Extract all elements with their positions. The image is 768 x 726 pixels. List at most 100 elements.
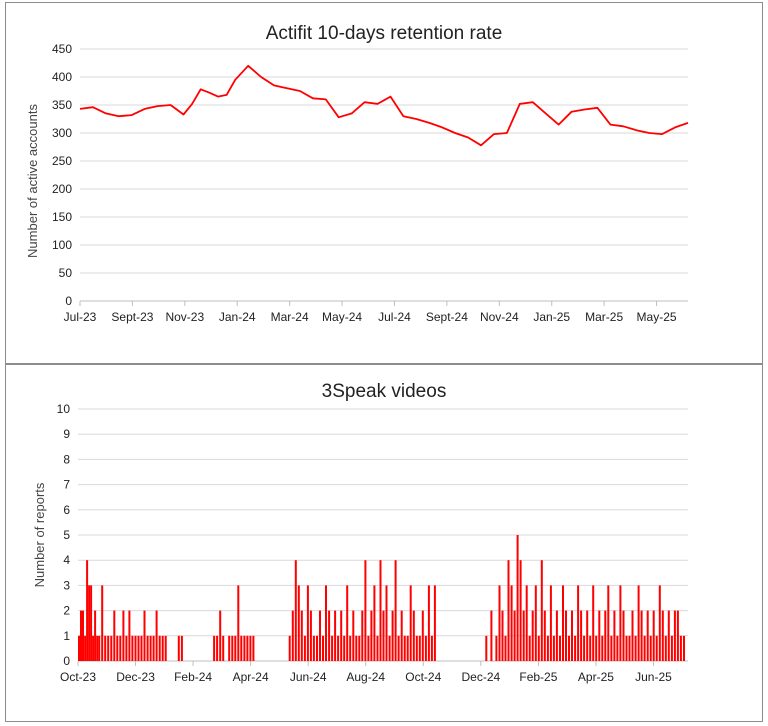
bar xyxy=(559,635,561,661)
x-tick-label: Jan-24 xyxy=(219,310,256,324)
bar xyxy=(373,585,376,661)
y-axis-label: Number of active accounts xyxy=(25,104,40,258)
bar xyxy=(649,635,652,661)
bar xyxy=(219,610,222,661)
bar xyxy=(94,610,97,661)
x-tick-label: Feb-24 xyxy=(174,670,212,684)
y-tick-label: 3 xyxy=(63,578,70,592)
bar xyxy=(640,610,643,661)
bar xyxy=(427,585,430,661)
bar xyxy=(504,635,507,661)
bar xyxy=(355,635,358,661)
x-tick-label: Feb-25 xyxy=(519,670,557,684)
y-tick-label: 2 xyxy=(63,604,70,618)
bar xyxy=(418,635,421,661)
bar xyxy=(122,610,125,661)
y-tick-label: 0 xyxy=(65,294,72,308)
bar xyxy=(246,635,249,661)
bar xyxy=(180,635,183,661)
bar xyxy=(661,610,664,661)
bar xyxy=(116,635,119,661)
chart-title: Actifit 10-days retention rate xyxy=(266,23,503,44)
bar xyxy=(104,635,107,661)
bar xyxy=(616,635,619,661)
bar xyxy=(592,585,595,661)
bar xyxy=(90,585,93,661)
bar xyxy=(340,610,343,661)
bar xyxy=(628,635,631,661)
bar xyxy=(540,560,543,661)
y-tick-label: 100 xyxy=(52,238,72,252)
bar xyxy=(625,635,628,661)
bar xyxy=(134,635,137,661)
bar xyxy=(391,610,394,661)
bar xyxy=(249,635,252,661)
bar xyxy=(140,635,143,661)
x-tick-label: Oct-23 xyxy=(60,670,96,684)
bar xyxy=(622,610,625,661)
bar xyxy=(228,635,231,661)
bar xyxy=(637,585,640,661)
x-tick-label: Jan-25 xyxy=(533,310,570,324)
bar xyxy=(580,610,583,661)
bar xyxy=(403,635,406,661)
bar xyxy=(137,635,140,661)
bar xyxy=(119,635,122,661)
bar xyxy=(306,585,309,661)
bar xyxy=(240,635,243,661)
bar xyxy=(231,635,234,661)
bar xyxy=(367,635,370,661)
bar xyxy=(78,635,80,661)
bar xyxy=(216,635,219,661)
bar xyxy=(337,635,340,661)
y-tick-label: 1 xyxy=(63,629,70,643)
bar xyxy=(610,635,613,661)
bar xyxy=(376,635,379,661)
bar xyxy=(595,635,598,661)
y-tick-labels: 0 1 2 3 4 5 6 7 8 9 10 xyxy=(57,402,71,668)
bar xyxy=(88,585,91,661)
bar xyxy=(646,610,649,661)
bar xyxy=(352,610,355,661)
bar xyxy=(528,635,531,661)
bar xyxy=(577,585,580,661)
bar xyxy=(222,635,225,661)
bar xyxy=(655,635,658,661)
bar xyxy=(574,635,577,661)
bar xyxy=(531,610,534,661)
y-tick-label: 250 xyxy=(52,154,72,168)
bar xyxy=(519,560,522,661)
bar xyxy=(598,610,601,661)
bar xyxy=(485,635,488,661)
bar xyxy=(543,610,546,661)
bar xyxy=(552,635,555,661)
bar xyxy=(507,560,510,661)
bar xyxy=(643,635,646,661)
bar xyxy=(80,610,82,661)
x-tick-label: Nov-24 xyxy=(480,310,519,324)
x-tick-label: Mar-25 xyxy=(585,310,623,324)
bar xyxy=(82,610,84,661)
bar xyxy=(555,610,558,661)
y-tick-label: 5 xyxy=(63,528,70,542)
bar xyxy=(86,560,89,661)
bar xyxy=(243,635,246,661)
bar xyxy=(358,635,361,661)
bar xyxy=(537,635,540,661)
bar xyxy=(364,560,367,661)
bar xyxy=(683,635,685,661)
bar xyxy=(213,635,216,661)
bar xyxy=(319,610,321,661)
bar xyxy=(400,610,403,661)
y-tick-labels: 0 50 100 150 200 250 300 350 400 450 xyxy=(52,42,72,308)
bar xyxy=(101,585,104,661)
chart-title: 3Speak videos xyxy=(322,381,447,402)
y-tick-label: 6 xyxy=(63,503,70,517)
bar xyxy=(252,635,255,661)
x-tick-labels: Jul-23 Sept-23 Nov-23 Jan-24 Mar-24 May-24 Jul… xyxy=(64,310,677,324)
bar xyxy=(98,635,101,661)
bar xyxy=(96,635,99,661)
bar xyxy=(589,635,592,661)
bar xyxy=(346,585,349,661)
bar xyxy=(406,635,409,661)
